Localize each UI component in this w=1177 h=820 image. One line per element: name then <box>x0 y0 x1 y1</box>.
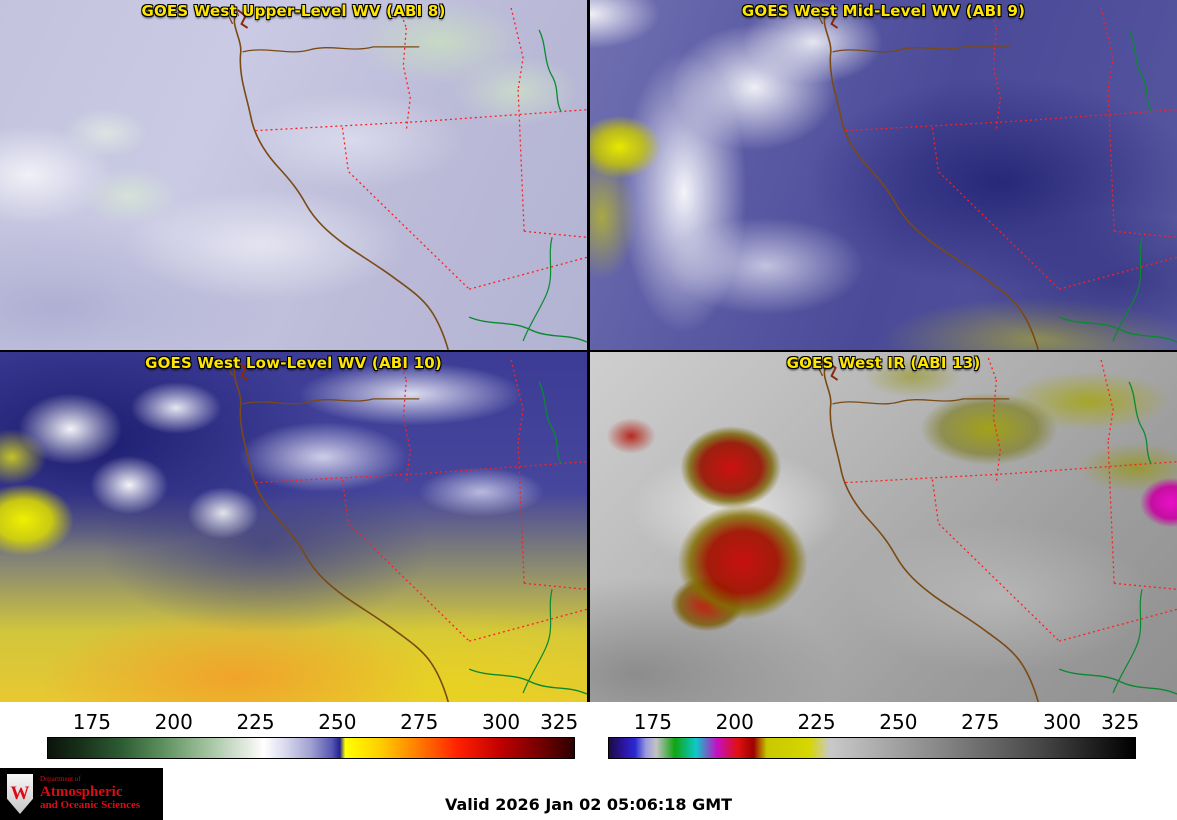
panel-mid-level-wv: GOES West Mid-Level WV (ABI 9) <box>590 0 1177 350</box>
map-boundaries-overlay <box>224 356 587 702</box>
logo-text: Department of Atmospheric and Oceanic Sc… <box>40 776 140 812</box>
colorbar-tick-label: 175 <box>633 710 672 734</box>
colorbar-tick-label: 300 <box>1042 710 1082 734</box>
uw-aos-logo: W Department of Atmospheric and Oceanic … <box>0 768 163 820</box>
colorbar-tick-label: 325 <box>540 710 579 734</box>
panel-title-abi9: GOES West Mid-Level WV (ABI 9) <box>741 2 1026 20</box>
colorbar-tick-label: 250 <box>318 710 357 734</box>
crest-letter: W <box>10 783 30 804</box>
ir-colorbar-gradient <box>608 737 1136 759</box>
colorbar-tick-label: 225 <box>236 710 275 734</box>
ir-colorbar-ticks: 175 200 225 250 275 300 325 <box>608 710 1140 737</box>
colorbar-tick-label: 200 <box>154 710 193 734</box>
map-boundaries-overlay <box>814 356 1177 702</box>
colorbar-tick-label: 250 <box>879 710 918 734</box>
colorbar-tick-label: 300 <box>481 710 521 734</box>
satellite-imagery-abi13 <box>590 352 1177 702</box>
map-boundaries-overlay <box>224 4 587 350</box>
colorbar-tick-label: 225 <box>797 710 836 734</box>
colorbar-tick-label: 275 <box>400 710 439 734</box>
colorbar-tick-label: 200 <box>715 710 754 734</box>
wv-colorbar: 175 200 225 250 275 300 325 <box>47 710 579 759</box>
colorbar-tick-label: 275 <box>961 710 1000 734</box>
panel-low-level-wv: GOES West Low-Level WV (ABI 10) <box>0 352 587 702</box>
ir-colorbar: 175 200 225 250 275 300 325 <box>608 710 1140 759</box>
wv-colorbar-ticks: 175 200 225 250 275 300 325 <box>47 710 579 737</box>
logo-line-oceanic: and Oceanic Sciences <box>40 798 141 811</box>
logo-line-department: Department of <box>40 775 81 784</box>
panel-upper-level-wv: GOES West Upper-Level WV (ABI 8) <box>0 0 587 350</box>
panel-ir: GOES West IR (ABI 13) <box>590 352 1177 702</box>
satellite-imagery-abi9 <box>590 0 1177 350</box>
satellite-imagery-abi8 <box>0 0 587 350</box>
colorbar-tick-label: 325 <box>1101 710 1140 734</box>
panel-title-abi10: GOES West Low-Level WV (ABI 10) <box>145 354 442 372</box>
satellite-quad-grid: GOES West Upper-Level WV (ABI 8) GOES We… <box>0 0 1177 702</box>
map-boundaries-overlay <box>814 4 1177 350</box>
panel-title-abi13: GOES West IR (ABI 13) <box>786 354 981 372</box>
wv-colorbar-gradient <box>47 737 575 759</box>
footer: W Department of Atmospheric and Oceanic … <box>0 768 1177 820</box>
satellite-imagery-abi10 <box>0 352 587 702</box>
valid-time-label: Valid 2026 Jan 02 05:06:18 GMT <box>444 795 733 814</box>
colorbar-tick-label: 175 <box>72 710 111 734</box>
colorbar-row: 175 200 225 250 275 300 325 175 200 225 … <box>0 702 1177 768</box>
logo-line-atmospheric: Atmospheric <box>40 783 123 800</box>
panel-title-abi8: GOES West Upper-Level WV (ABI 8) <box>141 2 446 20</box>
